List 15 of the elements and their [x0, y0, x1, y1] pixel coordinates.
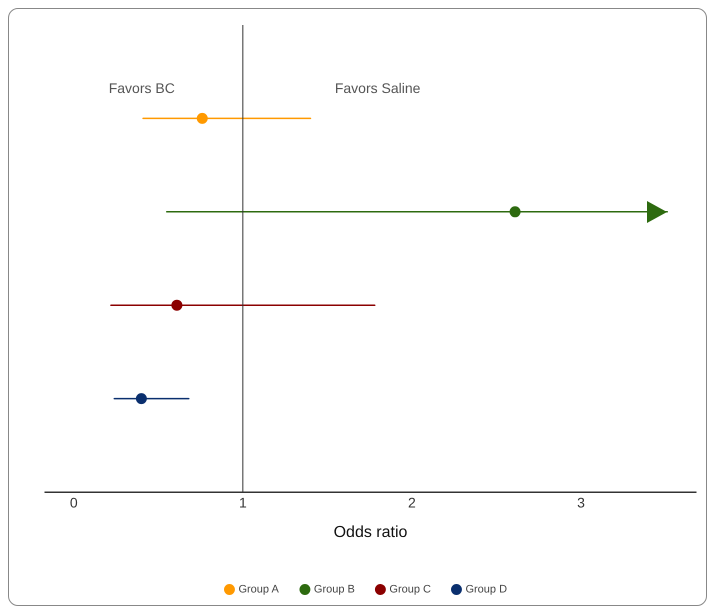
point — [171, 300, 182, 311]
legend-label: Group D — [465, 584, 508, 596]
point — [136, 393, 147, 404]
legend-label: Group A — [238, 584, 280, 596]
annotation: Favors Saline — [334, 80, 421, 96]
legend-label: Group B — [314, 584, 355, 596]
x-tick-label: 3 — [577, 494, 586, 510]
point — [510, 206, 521, 218]
x-tick-label: 0 — [70, 494, 78, 510]
legend-label: Group C — [389, 584, 432, 596]
annotation: Favors BC — [108, 80, 175, 96]
x-tick-label: 2 — [408, 494, 416, 510]
point — [196, 112, 208, 124]
x-tick-label: 1 — [238, 494, 247, 510]
x-axis-title: Odds ratio — [334, 524, 408, 541]
